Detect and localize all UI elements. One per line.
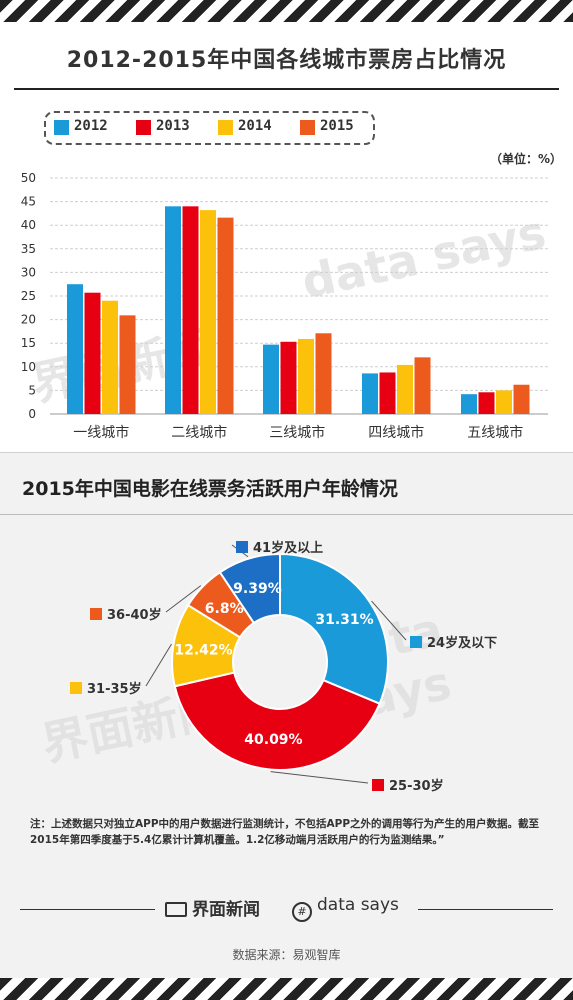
- y-tick-label: 35: [21, 242, 36, 256]
- callout-label: 36-40岁: [90, 604, 162, 623]
- chart-title: 2012-2015年中国各线城市票房占比情况: [66, 48, 507, 73]
- bar: [461, 394, 477, 414]
- callout-leader-line: [145, 643, 172, 687]
- unit-label: （单位：%）: [490, 152, 563, 166]
- datasays-logo-icon: #: [292, 902, 312, 922]
- data-source: 数据来源：易观智库: [232, 948, 341, 962]
- legend-box: [44, 111, 375, 145]
- bar: [67, 284, 83, 414]
- bar: [478, 392, 495, 414]
- callout-text: 31-35岁: [87, 682, 142, 697]
- x-tick-label: 四线城市: [368, 424, 424, 441]
- legend-label: 2015: [320, 118, 354, 134]
- bar: [165, 206, 181, 414]
- donut-chart-title: 2015年中国电影在线票务活跃用户年龄情况: [22, 478, 398, 500]
- callout-label: 31-35岁: [70, 678, 142, 697]
- x-tick-label: 一线城市: [73, 424, 129, 441]
- legend-swatch: [218, 120, 233, 135]
- callout-text: 24岁及以下: [427, 636, 498, 651]
- x-tick-label: 二线城市: [171, 424, 227, 441]
- callout-text: 36-40岁: [107, 608, 162, 623]
- y-tick-label: 30: [21, 265, 36, 279]
- jiemian-logo-icon: [165, 902, 187, 917]
- bar-chart: 0 5 10 15 20 25 30 35 40 45 50 一线城市 二线城市 三线城市 四线城市 五线城市: [21, 171, 548, 441]
- callout-swatch: [410, 636, 422, 648]
- slice-value-label: 6.8%: [205, 601, 244, 617]
- callout-label: 41岁及以上: [236, 537, 323, 556]
- y-tick-label: 40: [21, 218, 36, 232]
- bar: [315, 333, 332, 414]
- y-tick-label: 10: [21, 360, 36, 374]
- donut-slice: [173, 671, 381, 771]
- bar: [200, 210, 216, 414]
- callout-label: 24岁及以下: [410, 632, 497, 651]
- slice-value-label: 40.09%: [244, 732, 302, 748]
- callout-label: 25-30岁: [372, 775, 444, 794]
- legend-swatch: [136, 120, 151, 135]
- callout-text: 41岁及以上: [253, 541, 324, 556]
- donut-slice: [279, 552, 389, 705]
- callout-leader-line: [165, 585, 202, 613]
- bar: [362, 373, 378, 414]
- x-tick-label: 五线城市: [467, 424, 523, 441]
- bottom-stripe-border: [0, 978, 573, 1000]
- title-rule: [14, 88, 559, 90]
- callout-leader-line: [270, 771, 369, 784]
- footer-brand-jiemian: 界面新闻: [165, 895, 260, 920]
- callout-swatch: [372, 779, 384, 791]
- bar: [379, 372, 396, 414]
- y-tick-label: 45: [21, 195, 36, 209]
- bar: [513, 384, 530, 414]
- bar: [397, 364, 413, 414]
- callout-text: 25-30岁: [389, 779, 444, 794]
- bar: [84, 292, 101, 414]
- bar: [414, 357, 431, 414]
- donut-slice: [218, 552, 281, 625]
- callout-swatch: [90, 608, 102, 620]
- top-stripe-border: [0, 0, 573, 22]
- bar: [280, 341, 297, 414]
- bar: [182, 206, 199, 414]
- legend-label: 2014: [238, 118, 272, 134]
- section-rule: [0, 452, 573, 453]
- footnote: 注：上述数据只对独立APP中的用户数据进行监测统计，不包括APP之外的调用等行为…: [30, 818, 540, 846]
- legend-label: 2012: [74, 118, 108, 134]
- legend-swatch: [54, 120, 69, 135]
- slice-value-label: 12.42%: [174, 642, 232, 658]
- callout-swatch: [70, 682, 82, 694]
- slice-value-label: 9.39%: [233, 581, 282, 597]
- footer-brand-datasays: # data says: [292, 895, 399, 922]
- y-tick-label: 20: [21, 313, 36, 327]
- bar: [298, 338, 314, 414]
- footer-rule-left: [20, 909, 155, 910]
- footer-brand-datasays-text: data says: [317, 895, 399, 915]
- footer-rule-right: [418, 909, 553, 910]
- y-tick-label: 0: [28, 407, 36, 421]
- bar: [496, 390, 512, 414]
- legend-label: 2013: [156, 118, 190, 134]
- y-tick-label: 15: [21, 336, 36, 350]
- donut-title-rule: [0, 514, 573, 515]
- bar: [263, 344, 279, 414]
- bar: [119, 315, 136, 414]
- slice-value-label: 31.31%: [315, 612, 373, 628]
- callout-swatch: [236, 541, 248, 553]
- y-tick-label: 5: [28, 383, 36, 397]
- footer-brand-jiemian-text: 界面新闻: [192, 900, 260, 920]
- bar: [217, 217, 234, 414]
- bar: [102, 300, 118, 414]
- y-tick-label: 25: [21, 289, 36, 303]
- donut-chart: 31.31% 40.09% 12.42% 6.8% 9.39%: [145, 544, 407, 784]
- x-tick-label: 三线城市: [269, 424, 325, 441]
- y-tick-label: 50: [21, 171, 36, 185]
- legend-swatch: [300, 120, 315, 135]
- callout-leader-line: [371, 600, 407, 641]
